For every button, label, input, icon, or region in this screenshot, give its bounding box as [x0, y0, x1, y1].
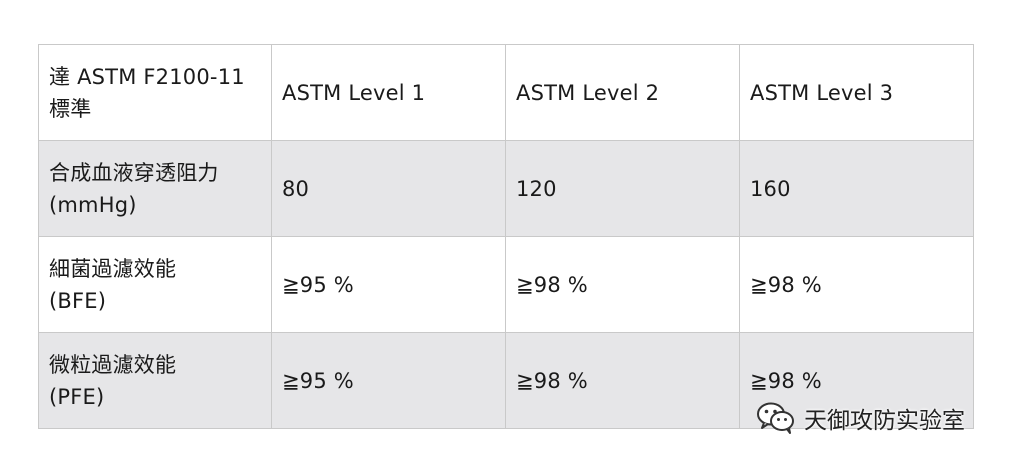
value-cell-level-2: ≧98 %: [505, 236, 740, 333]
row-label-line1: 微粒過濾效能: [49, 352, 177, 377]
watermark-text: 天御攻防实验室: [804, 408, 965, 434]
value-cell-level-3: ≧98 %: [739, 236, 974, 333]
row-label-line1: 細菌過濾效能: [49, 256, 177, 281]
row-label-cell: 微粒過濾效能 (PFE): [38, 332, 272, 429]
header-standard-cell: 達 ASTM F2100-11 標準: [38, 44, 272, 141]
row-label-line1: 合成血液穿透阻力: [49, 160, 219, 185]
header-level-3: ASTM Level 3: [739, 44, 974, 141]
row-label-line2: (PFE): [49, 384, 105, 409]
row-label-cell: 細菌過濾效能 (BFE): [38, 236, 272, 333]
table-row-bfe: 細菌過濾效能 (BFE) ≧95 % ≧98 % ≧98 %: [38, 236, 974, 333]
row-label-line2: (BFE): [49, 288, 107, 313]
value-cell-level-3: 160: [739, 140, 974, 237]
row-label-line2: (mmHg): [49, 192, 137, 217]
value-cell-level-1: ≧95 %: [271, 332, 506, 429]
wechat-icon: [756, 401, 796, 435]
table-header-row: 達 ASTM F2100-11 標準 ASTM Level 1 ASTM Lev…: [38, 44, 974, 141]
value-cell-level-2: ≧98 %: [505, 332, 740, 429]
wechat-watermark: 天御攻防实验室: [756, 400, 965, 436]
value-cell-level-1: ≧95 %: [271, 236, 506, 333]
astm-comparison-table: 達 ASTM F2100-11 標準 ASTM Level 1 ASTM Lev…: [38, 44, 974, 429]
header-level-2: ASTM Level 2: [505, 44, 740, 141]
table-row-blood-penetration: 合成血液穿透阻力 (mmHg) 80 120 160: [38, 140, 974, 237]
value-cell-level-1: 80: [271, 140, 506, 237]
header-standard-line2: 標準: [49, 96, 92, 121]
header-standard-line1: 達 ASTM F2100-11: [49, 64, 245, 89]
value-cell-level-2: 120: [505, 140, 740, 237]
table-row-pfe: 微粒過濾效能 (PFE) ≧95 % ≧98 % ≧98 %: [38, 332, 974, 429]
row-label-cell: 合成血液穿透阻力 (mmHg): [38, 140, 272, 237]
header-level-1: ASTM Level 1: [271, 44, 506, 141]
